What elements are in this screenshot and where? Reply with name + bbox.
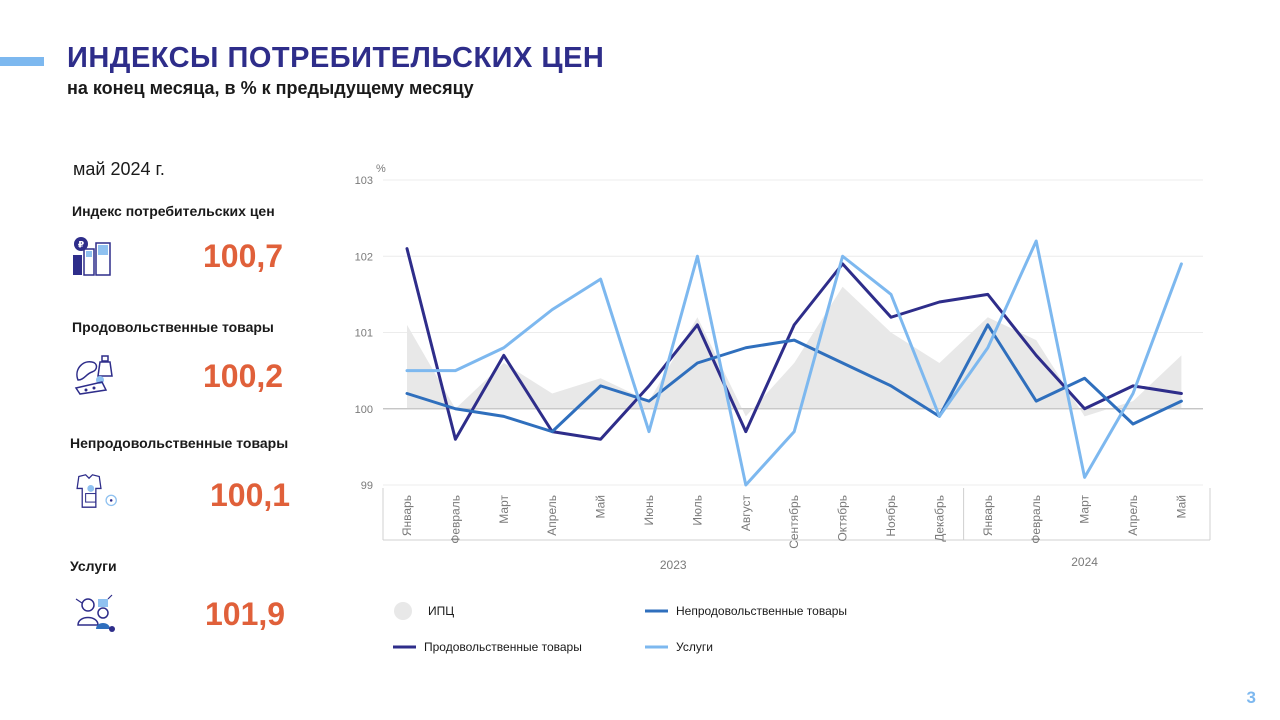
legend-label: Продовольственные товары	[424, 640, 582, 654]
kpi-label-food: Продовольственные товары	[72, 319, 274, 335]
services-icon	[75, 594, 115, 632]
page-number: 3	[1246, 688, 1256, 707]
x-tick-label: Июнь	[642, 495, 656, 526]
kpi-value-food: 100,2	[203, 358, 284, 394]
x-tick-label: Сентябрь	[787, 495, 801, 549]
legend-label: Услуги	[676, 640, 713, 654]
x-tick-label: Март	[497, 495, 511, 524]
series-line-3	[405, 239, 1183, 487]
y-tick-label: 103	[355, 175, 373, 187]
svg-text:₽: ₽	[78, 241, 84, 251]
summary-period: май 2024 г.	[73, 159, 165, 179]
x-tick-label: Июль	[690, 495, 704, 526]
food-goods-icon	[74, 355, 113, 395]
title-accent-bar	[0, 57, 44, 66]
kpi-label-cpi: Индекс потребительских цен	[72, 203, 275, 219]
x-tick-label: Ноябрь	[884, 495, 898, 537]
x-tick-label: Февраль	[1029, 495, 1043, 544]
y-tick-label: 102	[355, 251, 373, 263]
x-tick-label: Май	[1174, 495, 1188, 519]
page-subtitle: на конец месяца, в % к предыдущему месяц…	[67, 78, 474, 98]
y-tick-label: 101	[355, 328, 373, 340]
legend-swatch-cpi	[394, 602, 412, 620]
year-label: 2024	[1071, 555, 1098, 569]
x-tick-label: Январь	[981, 495, 995, 536]
kpi-label-services: Услуги	[70, 558, 117, 574]
kpi-label-non-food: Непродовольственные товары	[70, 435, 289, 451]
year-label: 2023	[660, 558, 687, 572]
page-title: ИНДЕКСЫ ПОТРЕБИТЕЛЬСКИХ ЦЕН	[67, 42, 605, 74]
x-tick-label: Февраль	[448, 495, 462, 544]
y-axis-unit: %	[376, 163, 386, 175]
legend-label: Непродовольственные товары	[676, 604, 847, 618]
price-index-icon: ₽	[73, 237, 111, 276]
y-tick-label: 100	[355, 404, 373, 416]
x-tick-label: Январь	[400, 495, 414, 536]
non-food-goods-icon	[76, 474, 117, 508]
series-line-2	[405, 323, 1183, 434]
x-tick-label: Март	[1078, 495, 1092, 524]
cpi-area	[407, 286, 1182, 417]
y-tick-label: 99	[361, 480, 373, 492]
kpi-value-services: 101,9	[205, 596, 286, 632]
x-tick-label: Апрель	[545, 495, 559, 536]
x-tick-label: Апрель	[1126, 495, 1140, 536]
x-tick-label: Май	[594, 495, 608, 519]
kpi-value-non-food: 100,1	[210, 477, 291, 513]
legend-label: ИПЦ	[428, 604, 454, 618]
x-tick-label: Август	[739, 495, 753, 532]
x-tick-label: Декабрь	[932, 495, 946, 542]
series-line-1	[405, 247, 1183, 441]
kpi-value-cpi: 100,7	[203, 238, 284, 274]
cpi-line-chart: 99 100 101 102 103% 2023 2024 Январь Февраль Март…	[355, 163, 1211, 654]
x-tick-label: Октябрь	[836, 495, 850, 542]
